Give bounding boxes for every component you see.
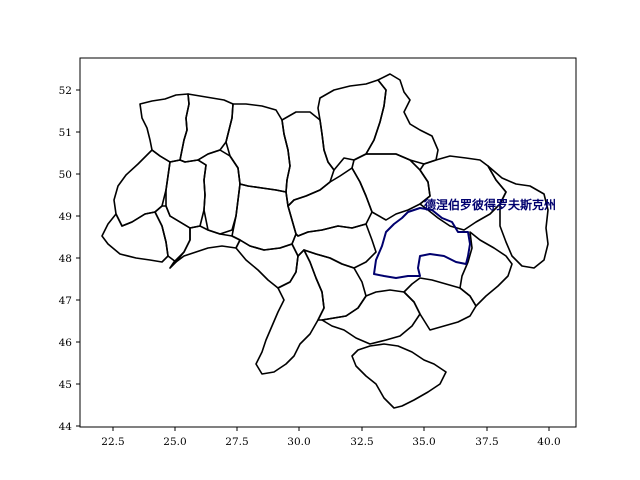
y-tick-label: 45 xyxy=(59,379,72,391)
y-tick-label: 47 xyxy=(59,295,72,307)
highlighted-region-label: 德涅伯罗彼得罗夫斯克州 xyxy=(424,197,556,212)
y-tick: 52 xyxy=(59,85,80,97)
x-tick: 35.0 xyxy=(412,427,436,448)
y-tick: 46 xyxy=(59,337,80,349)
x-tick-label: 30.0 xyxy=(287,436,310,448)
region-outline xyxy=(459,231,513,307)
x-axis: 22.5 25.0 27.5 30.0 32.5 35.0 37.5 40.0 xyxy=(101,427,561,448)
region-outline xyxy=(365,73,439,165)
region-outline xyxy=(101,211,169,263)
x-tick-label: 27.5 xyxy=(225,436,248,448)
y-tick-label: 49 xyxy=(59,211,72,223)
plot-frame xyxy=(79,57,577,428)
x-tick: 27.5 xyxy=(225,427,249,448)
x-tick-label: 22.5 xyxy=(101,436,124,448)
region-outline xyxy=(419,155,507,231)
region-outline xyxy=(179,93,234,163)
region-outline xyxy=(317,79,387,171)
x-tick: 25.0 xyxy=(163,427,187,448)
region-outline xyxy=(351,343,447,409)
y-tick: 45 xyxy=(59,379,80,391)
y-tick: 49 xyxy=(59,211,80,223)
x-tick-label: 40.0 xyxy=(537,436,560,448)
y-axis: 52 51 50 49 48 47 46 45 xyxy=(59,85,80,433)
region-outline xyxy=(321,289,421,345)
x-tick: 40.0 xyxy=(537,427,561,448)
region-outline xyxy=(154,205,191,263)
highlighted-region-outline xyxy=(373,207,471,279)
y-tick: 44 xyxy=(59,421,80,433)
x-tick: 22.5 xyxy=(101,427,125,448)
x-tick: 32.5 xyxy=(350,427,374,448)
region-outline xyxy=(235,239,299,289)
region-outline xyxy=(113,149,171,227)
region-outline xyxy=(403,277,477,331)
region-outline xyxy=(351,153,431,221)
y-tick-label: 44 xyxy=(59,421,73,433)
y-tick-label: 51 xyxy=(59,127,72,139)
region-outline xyxy=(165,159,207,229)
region-outline xyxy=(225,103,291,193)
region-outline xyxy=(255,249,325,375)
x-tick-label: 25.0 xyxy=(163,436,186,448)
y-tick-label: 52 xyxy=(59,85,72,97)
region-outline xyxy=(169,225,241,269)
x-tick: 37.5 xyxy=(475,427,499,448)
region-outline xyxy=(487,165,549,269)
y-tick: 48 xyxy=(59,253,80,265)
x-tick-label: 37.5 xyxy=(475,436,498,448)
y-tick: 47 xyxy=(59,295,80,307)
x-tick-label: 35.0 xyxy=(412,436,435,448)
y-tick: 51 xyxy=(59,127,80,139)
y-tick-label: 46 xyxy=(59,337,73,349)
y-tick: 50 xyxy=(59,169,80,181)
y-tick-label: 50 xyxy=(59,169,72,181)
oblast-boundaries xyxy=(101,73,549,409)
region-outline xyxy=(291,223,377,269)
y-tick-label: 48 xyxy=(59,253,72,265)
x-tick: 30.0 xyxy=(287,427,311,448)
x-tick-label: 32.5 xyxy=(350,436,373,448)
